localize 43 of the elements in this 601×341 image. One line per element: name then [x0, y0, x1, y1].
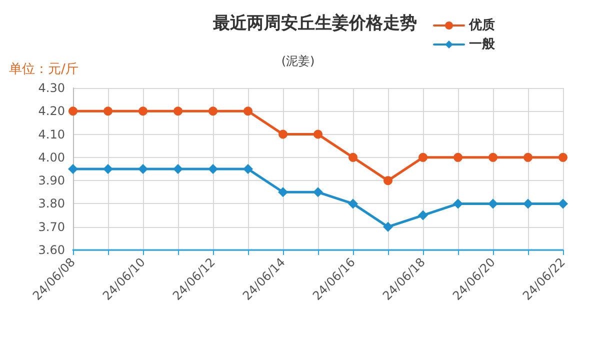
y-tick-label: 3.60 — [38, 243, 65, 257]
point — [68, 164, 78, 174]
point — [68, 106, 78, 116]
point — [558, 198, 568, 209]
y-tick-label: 4.00 — [38, 150, 65, 164]
point — [208, 164, 218, 174]
point — [278, 130, 288, 139]
point — [314, 130, 322, 139]
point — [558, 152, 568, 162]
y-tick-label: 4.30 — [38, 81, 65, 95]
y-tick-label: 4.10 — [38, 127, 65, 142]
point — [454, 152, 462, 162]
point — [524, 152, 532, 162]
point — [488, 198, 498, 209]
point — [104, 106, 112, 116]
point — [348, 198, 358, 209]
point — [313, 187, 323, 198]
point — [243, 164, 253, 174]
point — [418, 152, 428, 162]
point — [138, 164, 148, 174]
y-tick-label: 4.20 — [38, 104, 65, 118]
point — [244, 106, 252, 116]
y-tick-label: 3.90 — [38, 174, 65, 188]
point — [348, 152, 358, 162]
point — [173, 164, 183, 174]
chart-subtitle: (泥姜) — [281, 54, 315, 68]
legend-label: 一般 — [469, 37, 496, 52]
legend-label: 优质 — [468, 17, 495, 33]
point — [523, 198, 533, 209]
point — [384, 176, 392, 186]
chart-title: 最近两周安丘生姜价格走势 — [212, 12, 417, 34]
point — [418, 210, 428, 220]
point — [103, 164, 113, 174]
y-axis-title: 单位：元/斤 — [9, 62, 78, 77]
point — [488, 152, 498, 162]
point — [208, 106, 218, 116]
point — [174, 106, 182, 116]
y-tick-label: 3.80 — [38, 196, 65, 211]
point — [383, 222, 393, 232]
point — [278, 187, 288, 198]
point — [138, 106, 148, 116]
y-tick-label: 3.70 — [38, 220, 65, 234]
point — [453, 198, 463, 209]
